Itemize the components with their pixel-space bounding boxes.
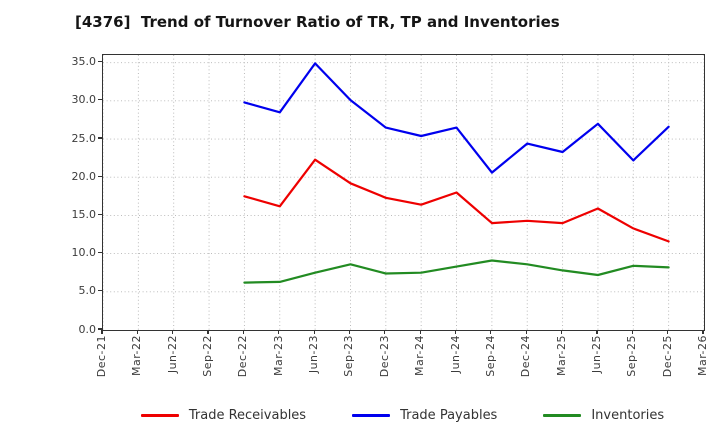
x-axis-tick-mark xyxy=(384,330,386,335)
y-axis-tick-label: 15.0 xyxy=(71,207,97,221)
x-axis-tick-label: Sep-23 xyxy=(342,335,356,377)
x-axis-tick-label: Jun-22 xyxy=(165,335,179,374)
legend-label-trade-receivables: Trade Receivables xyxy=(188,407,307,423)
x-axis-tick-label: Jun-24 xyxy=(448,335,462,374)
legend-item-trade-receivables: Trade Receivables xyxy=(140,407,307,423)
x-axis-tick-mark xyxy=(702,330,704,335)
series-line-trade-payables xyxy=(243,62,670,174)
x-axis-tick-label: Dec-23 xyxy=(377,335,391,378)
x-axis-tick-mark xyxy=(525,330,527,335)
x-axis-tick-label: Mar-26 xyxy=(696,335,709,377)
chart-legend: Trade Receivables Trade Payables Invento… xyxy=(102,403,703,427)
x-axis-tick-label: Jun-23 xyxy=(307,335,321,374)
x-axis-tick-mark xyxy=(101,330,103,335)
x-axis-tick-mark xyxy=(172,330,174,335)
x-axis-tick-label: Mar-23 xyxy=(271,335,285,377)
legend-label-trade-payables: Trade Payables xyxy=(400,407,498,423)
series-line-inventories xyxy=(243,259,670,284)
x-axis-tick-label: Sep-24 xyxy=(483,335,497,377)
x-axis-tick-mark xyxy=(348,330,351,335)
y-axis-tick-mark xyxy=(97,290,102,292)
x-axis-tick-mark xyxy=(490,330,492,335)
x-axis-tick-label: Sep-25 xyxy=(625,335,639,377)
y-axis-tick-label: 10.0 xyxy=(71,246,97,260)
x-axis-tick-label: Dec-24 xyxy=(519,335,533,378)
x-axis-tick-label: Jun-25 xyxy=(589,335,603,374)
x-axis-tick-mark xyxy=(667,330,669,335)
x-axis-tick-label: Dec-21 xyxy=(95,335,108,378)
legend-label-inventories: Inventories xyxy=(591,407,665,423)
series-line-trade-receivables xyxy=(243,158,670,243)
y-axis-tick-label: 35.0 xyxy=(71,55,97,69)
x-axis-tick-mark xyxy=(560,330,563,335)
legend-line-trade-payables xyxy=(352,413,391,417)
x-axis-tick-label: Mar-25 xyxy=(554,335,568,377)
legend-line-inventories xyxy=(543,413,582,417)
x-axis-tick-mark xyxy=(631,330,633,335)
y-axis-tick-mark xyxy=(97,213,102,215)
x-axis-tick-mark xyxy=(242,330,244,335)
x-axis-tick-mark xyxy=(596,330,598,335)
y-axis-tick-mark xyxy=(97,99,102,101)
y-axis-tick-mark xyxy=(97,137,102,139)
legend-item-inventories: Inventories xyxy=(543,408,664,423)
chart-title: [4376] Trend of Turnover Ratio of TR, TP… xyxy=(75,13,560,31)
y-axis-tick-label: 5.0 xyxy=(78,284,97,298)
chart-plot-area xyxy=(102,54,705,331)
y-axis-tick-label: 20.0 xyxy=(71,169,97,183)
x-axis-tick-label: Mar-22 xyxy=(130,335,144,377)
y-axis-tick-label: 0.0 xyxy=(78,322,97,336)
legend-line-trade-receivables xyxy=(140,413,179,417)
x-axis-tick-label: Sep-22 xyxy=(201,335,215,377)
x-axis-tick-label: Mar-24 xyxy=(413,335,427,377)
y-axis-tick-mark xyxy=(97,252,102,254)
y-axis-tick-mark xyxy=(97,328,102,330)
y-axis-tick-label: 25.0 xyxy=(71,131,97,145)
x-axis-tick-mark xyxy=(313,330,315,335)
x-axis-tick-mark xyxy=(454,330,457,335)
y-axis-tick-label: 30.0 xyxy=(71,93,97,107)
x-axis-tick-mark xyxy=(278,330,280,335)
x-axis-tick-mark xyxy=(207,330,209,335)
line-chart-svg xyxy=(103,55,704,330)
y-axis-tick-mark xyxy=(97,175,102,177)
legend-item-trade-payables: Trade Payables xyxy=(352,408,497,423)
x-axis-tick-mark xyxy=(419,330,421,335)
y-axis-tick-mark xyxy=(97,61,102,63)
x-axis-tick-label: Dec-25 xyxy=(660,335,674,378)
x-axis-tick-mark xyxy=(136,330,138,335)
x-axis-tick-label: Dec-22 xyxy=(236,335,250,378)
